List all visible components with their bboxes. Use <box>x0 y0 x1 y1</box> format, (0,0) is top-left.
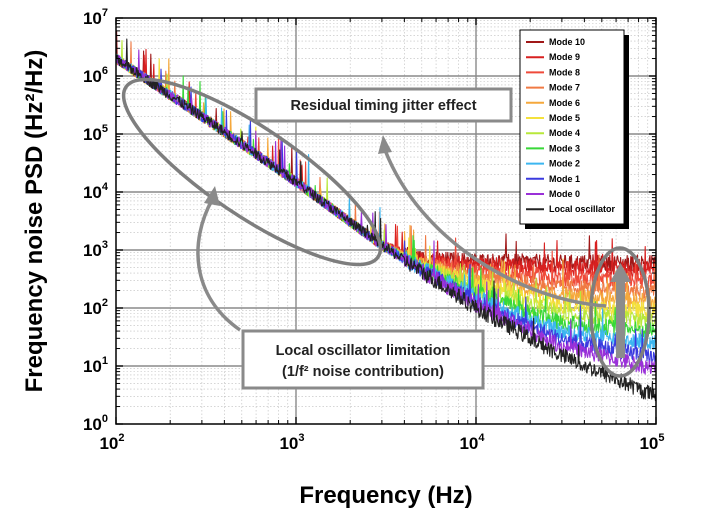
tick-marks <box>115 17 657 425</box>
x-tick-label: 104 <box>459 432 485 453</box>
legend-label: Mode 7 <box>549 83 580 93</box>
callout-box <box>241 329 485 390</box>
callout-text: Residual timing jitter effect <box>290 98 476 114</box>
x-tick-label: 102 <box>99 432 124 453</box>
y-tick-label: 106 <box>83 65 108 86</box>
lo-callout-arrowhead <box>204 186 220 206</box>
x-tick-labels: 102 103 104 105 <box>99 432 664 453</box>
jitter-callout-arrowhead <box>378 135 392 154</box>
legend-box <box>519 29 625 225</box>
x-tick-label: 103 <box>279 432 304 453</box>
y-tick-labels: 100 101 102 103 104 105 106 107 <box>83 7 109 434</box>
residual-jitter-callout: Residual timing jitter effect <box>254 87 513 123</box>
legend-item: Mode 8 <box>526 67 580 77</box>
y-tick-label: 105 <box>83 123 108 144</box>
legend-label: Mode 8 <box>549 67 580 77</box>
jitter-callout-arrow <box>383 149 607 308</box>
y-axis-title: Frequency noise PSD (Hz²/Hz) <box>21 50 48 393</box>
legend-label: Mode 2 <box>549 159 580 169</box>
legend-item: Local oscillator <box>526 204 616 214</box>
plot-frame <box>115 17 657 425</box>
legend-item: Mode 0 <box>526 189 580 199</box>
series-line <box>115 54 657 365</box>
legend-label: Mode 10 <box>549 37 585 47</box>
legend-label: Mode 1 <box>549 174 580 184</box>
annotation-shapes <box>121 77 651 378</box>
annotations: Residual timing jitter effect Local oscil… <box>241 87 513 390</box>
y-tick-label: 100 <box>83 413 108 434</box>
legend-label: Mode 6 <box>549 98 580 108</box>
legend-label: Local oscillator <box>549 204 616 214</box>
legend-item: Mode 9 <box>526 52 580 62</box>
legend-label: Mode 4 <box>549 128 580 138</box>
lo-callout-arrow <box>196 199 242 332</box>
y-tick-label: 101 <box>83 355 108 376</box>
x-tick-label: 105 <box>639 432 664 453</box>
lo-limitation-callout: Local oscillator limitation (1/f² noise c… <box>241 329 485 390</box>
y-tick-label: 102 <box>83 297 108 318</box>
legend-label: Mode 9 <box>549 52 580 62</box>
jitter-region-ellipse <box>589 246 651 378</box>
legend-item: Mode 2 <box>526 159 580 169</box>
legend-item: Mode 1 <box>526 174 580 184</box>
y-tick-label: 103 <box>83 239 108 260</box>
series-line <box>115 38 657 402</box>
upward-arrow-head <box>610 263 631 282</box>
legend-item: Mode 4 <box>526 128 580 138</box>
callout-box <box>254 87 513 123</box>
callout-text: Local oscillator limitation <box>276 343 451 359</box>
legend-item: Mode 10 <box>526 37 585 47</box>
legend-item: Mode 5 <box>526 113 580 123</box>
legend: Mode 10 Mode 9 Mode 8 Mode 7 Mode 6 Mode 5 Mod… <box>519 29 629 229</box>
upward-arrow-shaft <box>616 278 625 358</box>
legend-label: Mode 3 <box>549 143 580 153</box>
x-axis-title: Frequency (Hz) <box>299 482 472 509</box>
legend-item: Mode 6 <box>526 98 580 108</box>
callout-text: (1/f² noise contribution) <box>282 364 444 380</box>
legend-item: Mode 7 <box>526 83 580 93</box>
legend-item: Mode 3 <box>526 143 580 153</box>
y-tick-label: 107 <box>83 7 108 28</box>
legend-label: Mode 0 <box>549 189 580 199</box>
y-tick-label: 104 <box>83 181 109 202</box>
legend-label: Mode 5 <box>549 113 580 123</box>
lo-region-ellipse <box>121 77 383 267</box>
